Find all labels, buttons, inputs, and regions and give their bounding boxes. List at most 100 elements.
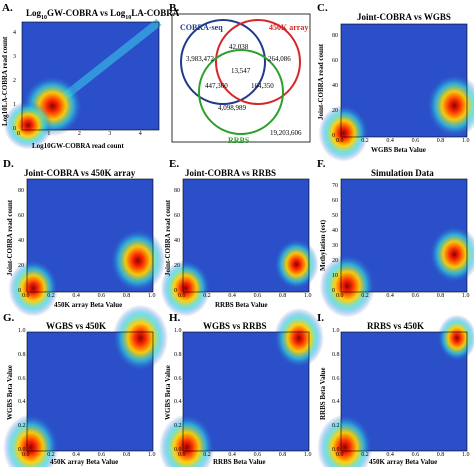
heatmap-hotspot — [274, 239, 319, 290]
y-axis-label-d: Joint-COBRA read count — [6, 199, 14, 276]
x-tick-label: 0.8 — [122, 293, 131, 299]
heatmap-hotspot — [426, 73, 474, 138]
x-tick-label: 0.2 — [361, 293, 369, 299]
y-tick-label: 1.0 — [18, 328, 26, 334]
venn-region-cobra-only: 3,983,472 — [186, 55, 214, 63]
heatmap-hotspot — [429, 225, 474, 283]
y-tick-label: 50 — [332, 212, 338, 219]
heatmap-svg-i — [317, 314, 474, 467]
venn-region-all-three: 13,547 — [231, 67, 251, 75]
y-tick-label: 40 — [18, 237, 24, 244]
venn-frame — [171, 13, 311, 143]
y-tick-label: 1.0 — [332, 328, 340, 334]
x-tick-label: 0.4 — [228, 293, 236, 299]
x-tick-label: 0.0 — [336, 293, 344, 299]
x-axis-label-c: WGBS Beta Value — [371, 146, 426, 154]
panel-f-title: Simulation Data — [371, 168, 434, 178]
y-axis-label-h: WGBS Beta Value — [164, 365, 172, 420]
y-tick-label: 80 — [174, 187, 180, 194]
y-tick-label: 60 — [332, 197, 338, 204]
panel-h: H. WGBS vs RRBS WGBS Beta Value RRBS Bet… — [159, 307, 324, 467]
x-tick-label: 0.6 — [411, 293, 420, 299]
venn-region-cobra-450k: 42,038 — [229, 43, 249, 51]
x-tick-label: 0.8 — [436, 452, 445, 458]
venn-circle-rrbs — [198, 49, 284, 135]
plot-frame — [182, 178, 310, 293]
x-axis-label-a: Log10GW-COBRA read count — [32, 142, 124, 150]
panel-c: C. Joint-COBRA vs WGBS Joint-COBRA read … — [313, 0, 474, 162]
x-tick-label: 0.2 — [361, 138, 369, 144]
plot-frame — [340, 331, 468, 452]
plot-frame — [340, 178, 468, 293]
panel-b: B. COBRA-seq 450K array RRBS 3,983,472 4… — [163, 0, 313, 155]
y-tick-label: 40 — [174, 237, 180, 244]
y-tick-label: 0.6 — [332, 375, 340, 382]
y-tick-label: 0.4 — [18, 399, 26, 406]
venn-set-label-450k: 450K array — [269, 23, 309, 32]
y-tick-label: 0.0 — [174, 447, 182, 453]
y-tick-label: 0.6 — [18, 375, 26, 382]
x-tick-label: 4 — [138, 131, 142, 137]
x-axis-label-g: 450K array Beta Value — [50, 458, 119, 466]
x-axis-label-e: RRBS Beta Value — [215, 301, 268, 309]
panel-label-d: D. — [3, 158, 14, 170]
heatmap-svg-g — [3, 304, 169, 467]
heatmap-hotspot — [3, 101, 53, 150]
x-tick-label: 2 — [77, 131, 81, 137]
x-tick-label: 0.8 — [436, 293, 445, 299]
plot-frame — [21, 21, 160, 131]
heatmap-hotspot — [8, 259, 59, 317]
panel-g-title: WGBS vs 450K — [46, 321, 107, 331]
y-tick-label: 1.0 — [174, 328, 182, 334]
panel-label-h: H. — [169, 312, 181, 324]
heatmap-i — [317, 314, 474, 467]
panel-h-title: WGBS vs RRBS — [203, 321, 267, 331]
plot-frame — [26, 331, 154, 452]
y-tick-label: 10 — [332, 272, 338, 279]
x-tick-label: 0.4 — [386, 452, 394, 458]
y-tick-label: 0 — [174, 288, 177, 294]
heatmap-hotspot — [110, 228, 166, 293]
x-tick-label: 0.6 — [97, 452, 106, 458]
x-tick-label: 0.0 — [178, 452, 186, 458]
plot-frame — [340, 23, 468, 138]
y-axis-label-i: RRBS Beta Value — [319, 367, 327, 420]
panel-g: G. WGBS vs 450K WGBS Beta Value 450K arr… — [0, 304, 169, 467]
panel-c-title: Joint-COBRA vs WGBS — [357, 12, 451, 22]
x-tick-label: 1 — [47, 131, 51, 137]
x-tick-label: 1.0 — [148, 452, 156, 458]
y-tick-label: 0.4 — [174, 399, 182, 406]
y-tick-label: 4 — [13, 29, 16, 36]
y-tick-label: 20 — [18, 262, 24, 269]
y-tick-label: 0.8 — [18, 351, 26, 358]
x-tick-label: 0 — [17, 131, 20, 137]
heatmap-c — [318, 23, 474, 162]
y-tick-label: 70 — [332, 182, 338, 189]
x-tick-label: 0.8 — [122, 452, 131, 458]
heatmap-svg-c — [318, 23, 474, 162]
x-tick-label: 0.4 — [386, 138, 394, 144]
y-tick-label: 0 — [332, 288, 335, 294]
panel-label-e: E. — [169, 158, 180, 170]
y-tick-label: 80 — [332, 32, 338, 39]
y-tick-label: 0.0 — [332, 447, 340, 453]
y-tick-label: 0 — [18, 288, 21, 294]
y-tick-label: 1 — [13, 102, 16, 109]
venn-set-label-rrbs: RRBS — [228, 136, 250, 145]
heatmap-svg-a — [3, 18, 162, 150]
panel-d: D. Joint-COBRA vs 450K array Joint-COBRA… — [0, 155, 166, 317]
x-tick-label: 0.6 — [97, 293, 106, 299]
heatmap-hotspot — [159, 414, 215, 467]
y-axis-label-c: Joint-COBRA read count — [317, 43, 325, 120]
y-axis-label-g: WGBS Beta Value — [6, 365, 14, 420]
y-tick-label: 0.2 — [332, 423, 340, 430]
x-tick-label: 0.6 — [411, 452, 420, 458]
heatmap-hotspot — [319, 254, 376, 318]
heatmap-svg-h — [159, 307, 324, 467]
venn-region-outside: 19,203,606 — [270, 129, 302, 137]
x-tick-label: 0.0 — [22, 452, 30, 458]
x-tick-label: 0.0 — [22, 293, 30, 299]
y-tick-label: 0.4 — [332, 399, 340, 406]
y-tick-label: 3 — [13, 53, 16, 60]
venn-region-cobra-rrbs: 447,360 — [205, 82, 228, 90]
